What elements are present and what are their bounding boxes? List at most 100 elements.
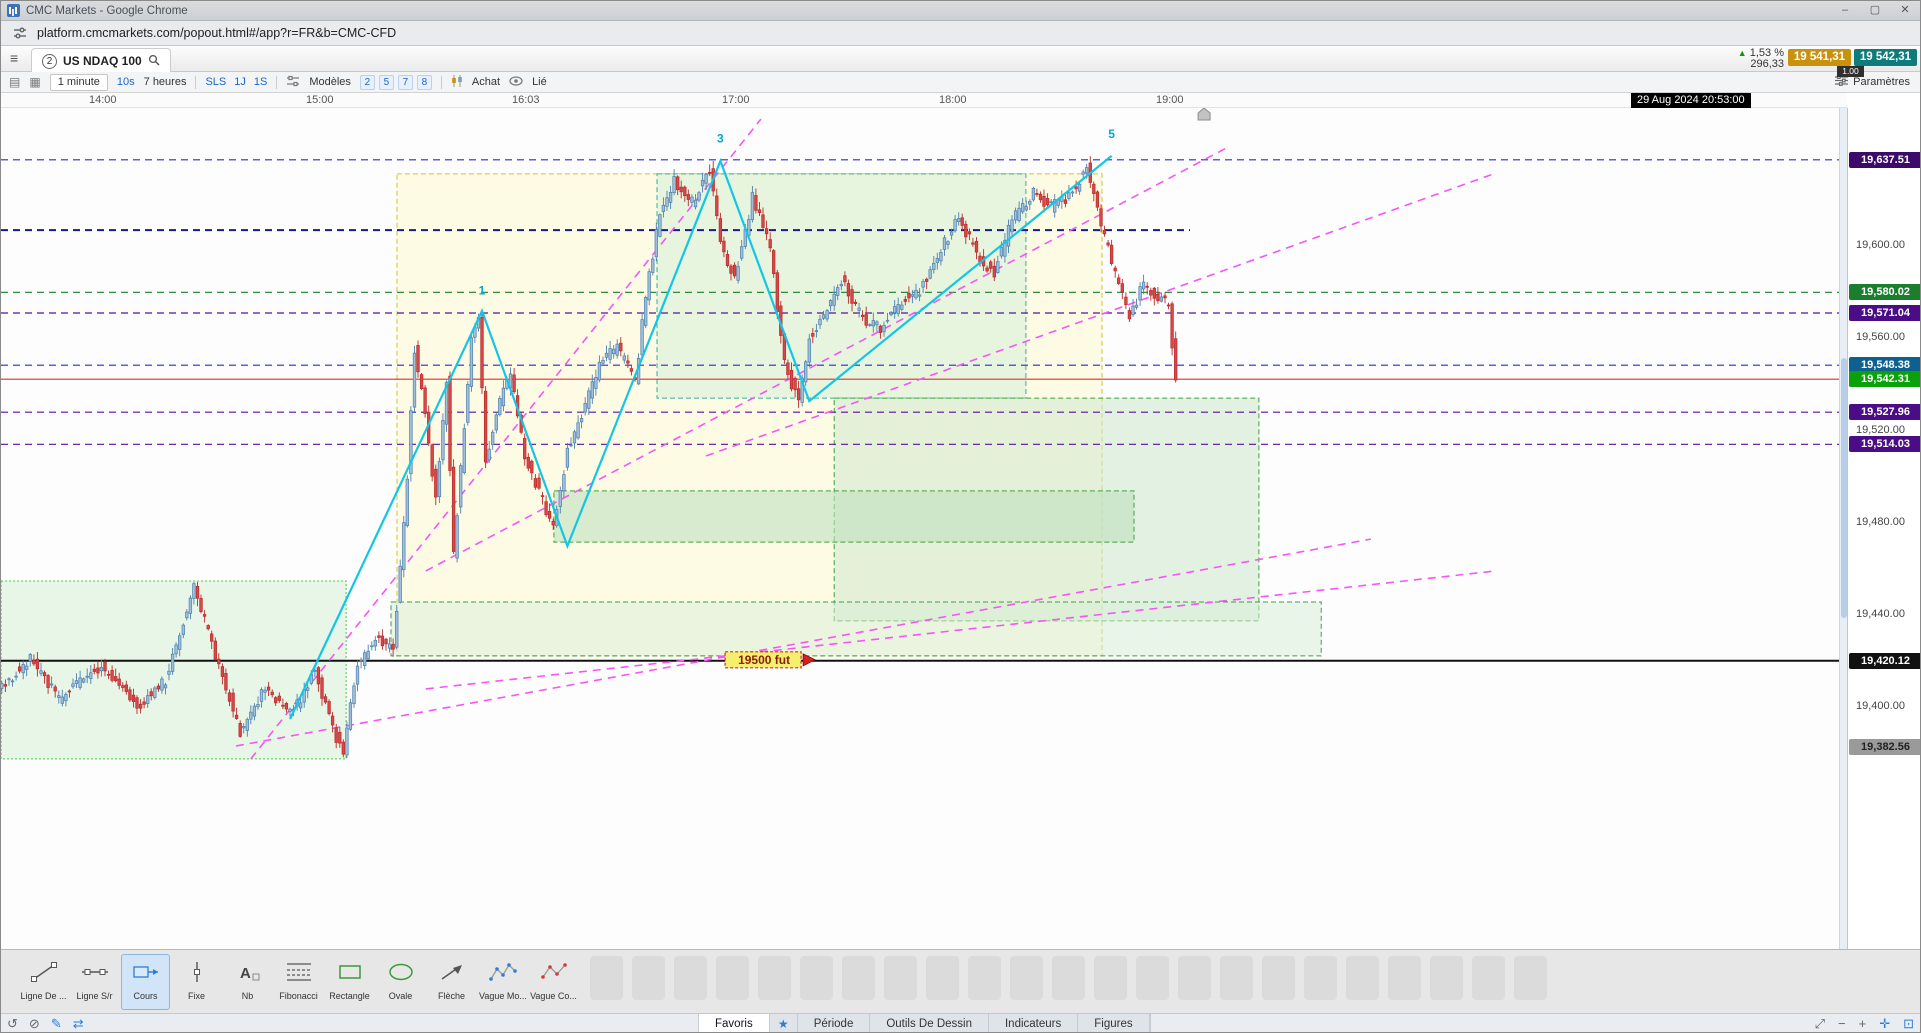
zoom-out-icon[interactable]: − [1838,1016,1846,1031]
tab-p-riode[interactable]: Période [798,1014,871,1032]
tool-wave-corrective[interactable]: Vague Co... [529,954,578,1010]
duration-label[interactable]: 7 heures [143,76,187,88]
elliott-wave[interactable]: 1 3 5 [289,127,1115,720]
price-badge: 19,514.03 [1849,436,1920,452]
time-axis-label: 17:00 [722,94,750,106]
empty-tool-slot [1388,956,1421,1000]
vertical-scrollbar[interactable] [1839,108,1847,949]
buy-price-button[interactable]: 19 542,31 [1854,49,1917,66]
candlestick-icon [451,74,463,90]
tool-label: Fixe [187,991,205,1001]
instrument-tab[interactable]: 2 US NDAQ 100 [31,48,171,73]
tool-label: Ovale [388,991,413,1001]
cursor-time-badge: 29 Aug 2024 20:53:00 [1631,93,1751,108]
separator [276,75,278,89]
svg-text:19500 fut: 19500 fut [738,653,790,667]
empty-tool-slot [758,956,791,1000]
tool-trendline[interactable]: Ligne De ... [19,954,68,1010]
tool-label: Fibonacci [279,991,318,1001]
layout-grid-icon[interactable]: ▦ [29,75,41,89]
scale-button-sls[interactable]: SLS [205,76,227,88]
price-tick: 19,440.00 [1856,608,1905,620]
price-annotation[interactable]: 19500 fut [724,651,816,669]
search-icon[interactable] [148,54,160,69]
latest-time-marker [1197,107,1211,121]
empty-tool-slot [590,956,623,1000]
separator [440,75,442,89]
scale-button-1s[interactable]: 1S [253,76,268,88]
achat-button[interactable]: Achat [471,76,501,88]
pencil-icon[interactable]: ✎ [50,1016,62,1031]
link-arrows-icon[interactable]: ⇄ [72,1016,84,1031]
crosshair-icon[interactable]: ✛ [1879,1016,1891,1031]
site-settings-icon[interactable] [13,26,27,40]
tab-favoris[interactable]: Favoris [699,1014,770,1032]
chart-area[interactable]: 1 3 5 19500 fut [1,107,1839,949]
tool-vertical-line[interactable]: Fixe [172,954,221,1010]
close-button[interactable]: ✕ [1900,4,1910,16]
price-badge: 19,527.96 [1849,404,1920,420]
price-scale[interactable]: 19,600.00 19,560.00 19,520.00 19,480.00 19,4… [1847,108,1920,949]
spread-badge: 1.00 [1837,66,1864,77]
window-titlebar: CMC Markets - Google Chrome – ▢ ✕ [1,1,1920,21]
tab-figures[interactable]: Figures [1078,1014,1150,1032]
empty-tool-slot [1262,956,1295,1000]
tool-text[interactable]: A Nb [223,954,272,1010]
sell-price-button[interactable]: 19 541,31 [1788,49,1851,66]
tool-price-label[interactable]: Cours [121,954,170,1010]
empty-tool-slot [884,956,917,1000]
zoom-in-icon[interactable]: + [1858,1016,1867,1031]
price-tick: 19,480.00 [1856,516,1905,528]
model-count-8[interactable]: 8 [416,74,432,90]
news-icon[interactable]: ▤ [9,75,21,89]
empty-tool-slot [842,956,875,1000]
tool-label: Vague Co... [530,991,577,1001]
menu-icon[interactable]: ≡ [10,50,19,66]
price-tick: 19,560.00 [1856,331,1905,343]
autofit-icon[interactable]: ⊡ [1903,1016,1914,1031]
parametres-button[interactable]: Paramètres [1835,75,1910,89]
tool-ellipse[interactable]: Ovale [376,954,425,1010]
url-text[interactable]: platform.cmcmarkets.com/popout.html#/app… [37,26,397,40]
ellipse-icon [387,960,415,984]
models-button[interactable]: Modèles [309,76,351,88]
block-icon[interactable]: ⊘ [28,1016,40,1031]
empty-tool-slot [632,956,665,1000]
tab-indicateurs[interactable]: Indicateurs [989,1014,1079,1032]
undo-icon[interactable]: ↺ [7,1016,18,1031]
chart-canvas[interactable]: 1 3 5 19500 fut [1,107,1839,949]
tab-outils-de-dessin[interactable]: Outils De Dessin [870,1014,989,1032]
tool-rectangle[interactable]: Rectangle [325,954,374,1010]
timeframe-selector[interactable]: 1 minute [49,73,108,91]
chart-toolbar: ▤ ▦ 1 minute 10s 7 heures SLS 1J 1S Modèle… [1,72,1920,93]
tool-arrow[interactable]: Flèche [427,954,476,1010]
address-bar[interactable]: platform.cmcmarkets.com/popout.html#/app… [1,21,1920,46]
drawn-zones[interactable] [1,173,1322,760]
empty-tool-slot [926,956,959,1000]
tool-sr-line[interactable]: Ligne S/r [70,954,119,1010]
svg-text:1: 1 [479,284,486,298]
scale-button-1j[interactable]: 1J [234,76,246,88]
model-count-2[interactable]: 2 [359,74,375,90]
trendlines[interactable] [235,118,1497,760]
time-axis-label: 14:00 [89,94,117,106]
price-tick: 19,600.00 [1856,239,1905,251]
empty-tool-slot [1514,956,1547,1000]
tool-wave-motive[interactable]: Vague Mo... [478,954,527,1010]
star-icon[interactable]: ★ [770,1014,798,1032]
maximize-button[interactable]: ▢ [1869,4,1881,16]
pan-icon[interactable]: ⤢ [1814,1016,1825,1031]
tool-fibonacci[interactable]: Fibonacci [274,954,323,1010]
app-icon [7,4,20,17]
minimize-button[interactable]: – [1841,4,1849,16]
drawing-tools-bar: Ligne De ... Ligne S/r Cours Fixe A Nb Fibonac… [1,949,1920,1013]
timeframe-10s-button[interactable]: 10s [116,76,135,88]
vertical-line-icon [183,960,211,984]
empty-tool-slot [1136,956,1169,1000]
model-count-5[interactable]: 5 [378,74,394,90]
lie-button[interactable]: Lié [532,76,547,88]
model-count-7[interactable]: 7 [397,74,413,90]
scrollbar-thumb[interactable] [1841,358,1847,618]
empty-tool-slots [590,954,1547,1000]
